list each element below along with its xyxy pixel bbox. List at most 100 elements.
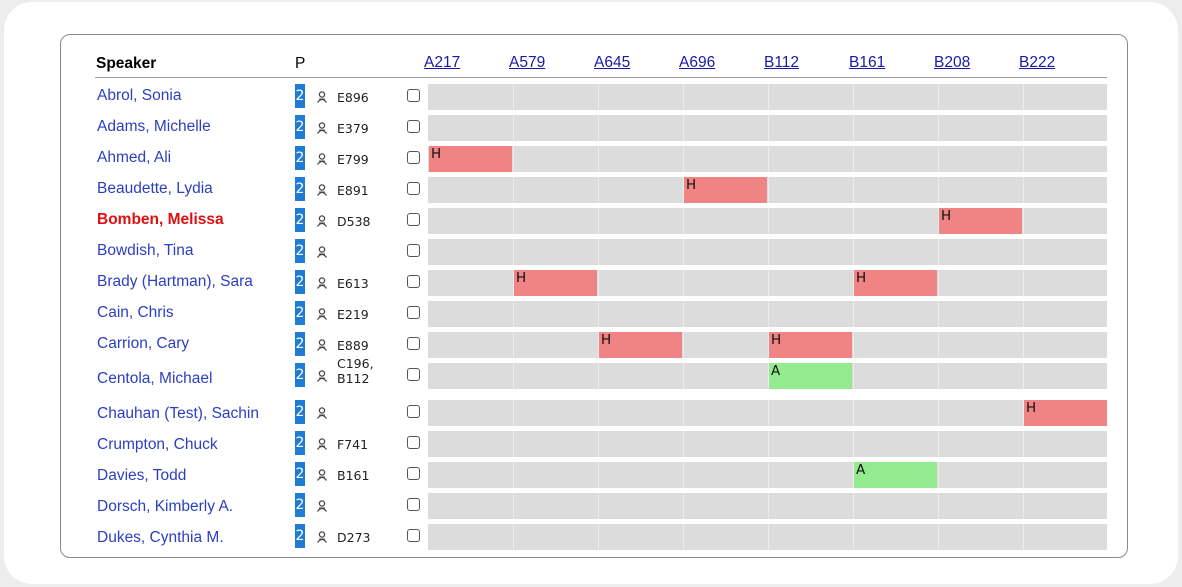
schedule-track[interactable] [428, 301, 1107, 327]
schedule-track[interactable]: H [428, 400, 1107, 426]
speaker-name-link[interactable]: Dorsch, Kimberly A. [97, 498, 234, 515]
schedule-track[interactable]: H [428, 208, 1107, 234]
column-header-b112[interactable]: B112 [764, 54, 800, 71]
user-icon[interactable] [315, 183, 329, 197]
schedule-track[interactable]: H [428, 177, 1107, 203]
user-icon[interactable] [315, 499, 329, 513]
speaker-name-link[interactable]: Abrol, Sonia [97, 87, 182, 104]
cell-divider [853, 493, 854, 519]
cell-divider [938, 84, 939, 110]
cell-divider [513, 115, 514, 141]
user-icon[interactable] [315, 468, 329, 482]
schedule-track[interactable] [428, 493, 1107, 519]
user-icon[interactable] [315, 338, 329, 352]
hold-block[interactable]: H [684, 177, 767, 203]
cell-divider [768, 84, 769, 110]
select-checkbox[interactable] [407, 367, 420, 381]
column-header-b161[interactable]: B161 [849, 54, 886, 71]
user-icon[interactable] [315, 121, 329, 135]
user-icon[interactable] [315, 369, 329, 383]
speaker-name-link[interactable]: Beaudette, Lydia [97, 180, 213, 197]
user-icon[interactable] [315, 152, 329, 166]
cell-divider [1023, 462, 1024, 488]
user-icon[interactable] [315, 530, 329, 544]
cell-divider [598, 270, 599, 296]
priority-badge: 2 [295, 363, 305, 387]
speaker-name-link[interactable]: Carrion, Cary [97, 335, 190, 352]
user-icon[interactable] [315, 307, 329, 321]
cell-divider [853, 400, 854, 426]
approved-block[interactable]: A [854, 462, 937, 488]
column-header-a217[interactable]: A217 [424, 54, 461, 71]
schedule-track[interactable] [428, 115, 1107, 141]
select-checkbox[interactable] [407, 150, 420, 164]
user-icon[interactable] [315, 90, 329, 104]
hold-block[interactable]: H [1024, 400, 1107, 426]
hold-block[interactable]: H [599, 332, 682, 358]
speaker-name-link[interactable]: Bomben, Melissa [97, 211, 224, 228]
select-checkbox[interactable] [407, 119, 420, 133]
user-icon[interactable] [315, 276, 329, 290]
hold-block[interactable]: H [429, 146, 512, 172]
cell-divider [853, 84, 854, 110]
column-header-b208[interactable]: B208 [934, 54, 971, 71]
select-checkbox[interactable] [407, 88, 420, 102]
select-checkbox[interactable] [407, 336, 420, 350]
hold-block[interactable]: H [514, 270, 597, 296]
speaker-row: Bomben, Melissa 2 D538 H [61, 208, 1127, 234]
select-checkbox[interactable] [407, 404, 420, 418]
cell-divider [683, 462, 684, 488]
user-icon[interactable] [315, 245, 329, 259]
schedule-track[interactable] [428, 239, 1107, 265]
hold-block[interactable]: H [854, 270, 937, 296]
priority-badge: 2 [295, 431, 305, 455]
speaker-name-link[interactable]: Davies, Todd [97, 467, 187, 484]
select-checkbox[interactable] [407, 212, 420, 226]
cell-divider [1023, 239, 1024, 265]
cell-divider [513, 208, 514, 234]
cell-divider [1023, 493, 1024, 519]
select-checkbox[interactable] [407, 466, 420, 480]
schedule-track[interactable] [428, 431, 1107, 457]
speaker-name-link[interactable]: Dukes, Cynthia M. [97, 529, 224, 546]
select-checkbox[interactable] [407, 528, 420, 542]
column-header-a645[interactable]: A645 [594, 54, 631, 71]
select-checkbox[interactable] [407, 497, 420, 511]
speaker-name-link[interactable]: Adams, Michelle [97, 118, 211, 135]
speaker-name-link[interactable]: Ahmed, Ali [97, 149, 172, 166]
schedule-track[interactable]: H [428, 146, 1107, 172]
schedule-track[interactable]: A [428, 462, 1107, 488]
approved-block[interactable]: A [769, 363, 852, 389]
cell-divider [853, 115, 854, 141]
cell-divider [513, 400, 514, 426]
select-checkbox[interactable] [407, 435, 420, 449]
hold-block[interactable]: H [939, 208, 1022, 234]
user-icon[interactable] [315, 214, 329, 228]
hold-block[interactable]: H [769, 332, 852, 358]
speaker-name-link[interactable]: Cain, Chris [97, 304, 174, 321]
schedule-track[interactable]: A [428, 363, 1107, 389]
column-header-a696[interactable]: A696 [679, 54, 716, 71]
speaker-name-link[interactable]: Bowdish, Tina [97, 242, 194, 259]
select-checkbox[interactable] [407, 274, 420, 288]
speaker-name-link[interactable]: Centola, Michael [97, 370, 213, 387]
column-header-b222[interactable]: B222 [1019, 54, 1056, 71]
select-checkbox[interactable] [407, 243, 420, 257]
user-icon[interactable] [315, 406, 329, 420]
column-header-a579[interactable]: A579 [509, 54, 546, 71]
cell-divider [768, 400, 769, 426]
speaker-name-link[interactable]: Chauhan (Test), Sachin [97, 405, 259, 422]
user-icon[interactable] [315, 437, 329, 451]
schedule-track[interactable] [428, 84, 1107, 110]
cell-divider [768, 524, 769, 550]
cell-divider [768, 301, 769, 327]
speaker-name-link[interactable]: Brady (Hartman), Sara [97, 273, 253, 290]
select-checkbox[interactable] [407, 181, 420, 195]
schedule-track[interactable] [428, 524, 1107, 550]
speaker-row: Davies, Todd 2 B161 A [61, 462, 1127, 488]
select-checkbox[interactable] [407, 305, 420, 319]
speaker-name-link[interactable]: Crumpton, Chuck [97, 436, 218, 453]
cell-divider [598, 332, 599, 358]
